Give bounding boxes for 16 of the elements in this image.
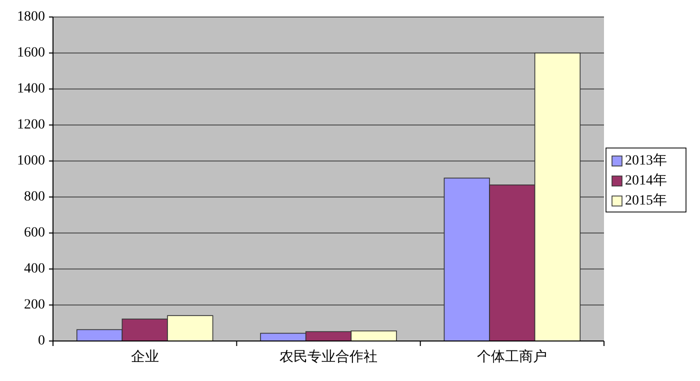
y-tick-label: 1200 — [17, 118, 45, 132]
y-tick-label: 1400 — [17, 82, 45, 96]
y-tick-label: 1600 — [17, 46, 45, 60]
y-tick-label: 400 — [24, 262, 45, 276]
y-tick-label: 600 — [24, 226, 45, 240]
y-tick-label: 1000 — [17, 154, 45, 168]
x-tick-label: 个体工商户 — [477, 349, 548, 365]
y-tick-label: 200 — [24, 298, 45, 312]
x-tick-label: 农民专业合作社 — [280, 349, 378, 365]
x-tick-label: 企业 — [130, 349, 159, 365]
legend-label: 2013年 — [625, 152, 667, 168]
legend-label: 2015年 — [625, 192, 667, 208]
y-tick-label: 1800 — [17, 10, 45, 24]
y-tick-label: 0 — [38, 334, 45, 348]
legend-label: 2014年 — [625, 172, 667, 188]
y-tick-label: 800 — [24, 190, 45, 204]
